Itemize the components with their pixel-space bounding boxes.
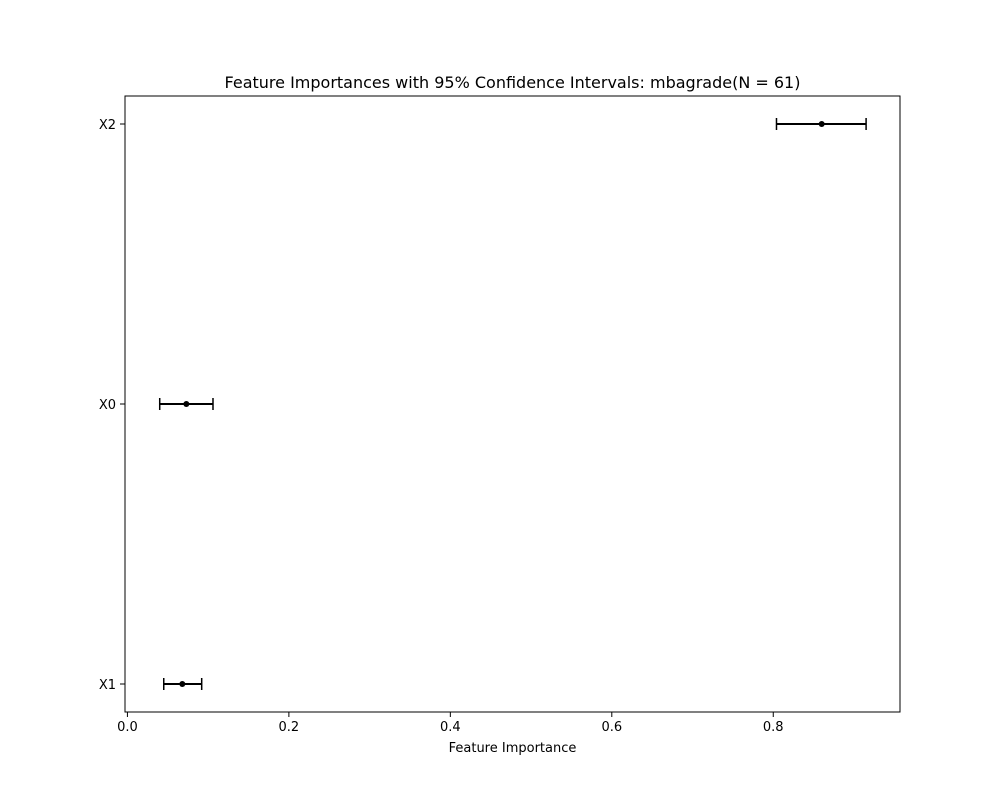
y-axis: X1 X0 X2 (99, 118, 125, 693)
y-tick-label: X2 (99, 118, 116, 133)
point-marker (818, 121, 825, 127)
y-tick-label: X1 (99, 678, 116, 693)
x-tick-label: 0.6 (601, 720, 622, 735)
point-marker (183, 401, 190, 407)
x-axis-label: Feature Importance (449, 741, 577, 756)
x-tick-label: 0.8 (763, 720, 784, 735)
point-marker (179, 681, 186, 687)
x-tick-label: 0.2 (279, 720, 300, 735)
y-tick-label: X0 (99, 398, 116, 413)
x-axis: 0.0 0.2 0.4 0.6 0.8 (117, 712, 784, 735)
data-point-x0 (158, 398, 214, 410)
x-tick-label: 0.4 (440, 720, 461, 735)
data-point-x1 (163, 678, 203, 690)
data-point-x2 (775, 118, 867, 130)
plot-frame (124, 95, 901, 713)
plot-area (158, 118, 867, 690)
chart-title: Feature Importances with 95% Confidence … (225, 73, 801, 92)
x-tick-label: 0.0 (117, 720, 138, 735)
